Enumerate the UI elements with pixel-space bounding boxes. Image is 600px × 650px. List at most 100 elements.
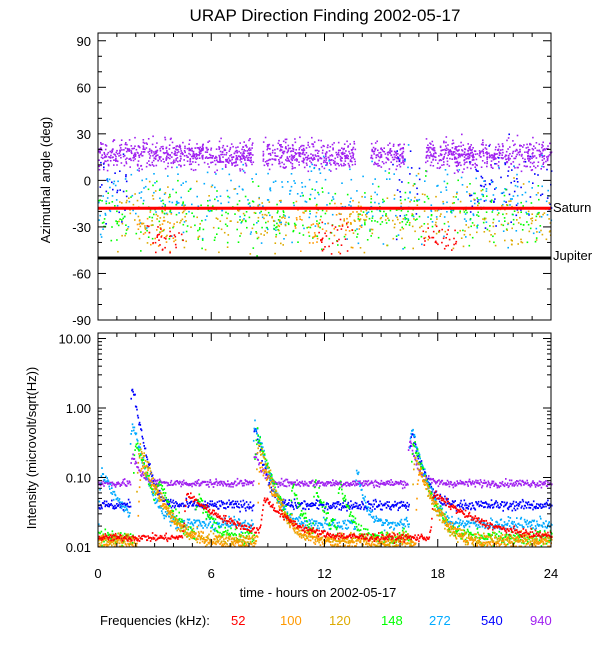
intensity-point	[381, 521, 384, 524]
azimuth-point	[276, 155, 279, 157]
intensity-point	[146, 456, 148, 458]
intensity-point	[210, 515, 213, 518]
intensity-point	[480, 481, 482, 483]
intensity-point	[407, 449, 410, 451]
intensity-point	[100, 506, 103, 508]
azimuth-point	[453, 153, 455, 156]
azimuth-point	[542, 163, 544, 165]
azimuth-point	[456, 146, 458, 148]
azimuth-point	[465, 158, 467, 160]
intensity-point	[357, 507, 360, 510]
azimuth-point	[132, 209, 134, 212]
intensity-point	[478, 505, 480, 508]
azimuth-point	[235, 157, 238, 159]
azimuth-point	[549, 230, 551, 232]
azimuth-point	[194, 224, 196, 227]
intensity-point	[441, 507, 444, 510]
azimuth-point	[542, 141, 544, 144]
azimuth-point	[498, 161, 500, 163]
intensity-point	[311, 504, 314, 507]
azimuth-point	[126, 143, 128, 146]
intensity-point	[264, 467, 267, 469]
azimuth-point	[118, 152, 121, 154]
azimuth-point	[430, 153, 432, 155]
azimuth-point	[336, 229, 339, 231]
intensity-point	[323, 484, 326, 487]
intensity-point	[243, 521, 246, 524]
azimuth-point	[500, 192, 503, 195]
intensity-point	[169, 498, 172, 501]
azimuth-point	[483, 200, 486, 202]
azimuth-point	[307, 231, 310, 234]
azimuth-point	[393, 194, 396, 196]
azimuth-point	[174, 243, 177, 246]
intensity-point	[297, 483, 299, 486]
azimuth-point	[345, 229, 347, 232]
azimuth-point	[276, 148, 279, 150]
intensity-point	[330, 484, 332, 487]
azimuth-point	[126, 148, 129, 151]
intensity-point	[388, 501, 390, 503]
azimuth-point	[306, 156, 309, 159]
azimuth-point	[423, 201, 426, 203]
azimuth-point	[247, 203, 250, 205]
azimuth-point	[110, 154, 112, 157]
intensity-point	[530, 482, 532, 485]
azimuth-point	[167, 165, 169, 168]
azimuth-point	[127, 226, 130, 228]
azimuth-point	[544, 149, 546, 151]
azimuth-point	[543, 148, 546, 150]
azimuth-point	[443, 235, 445, 238]
azimuth-point	[289, 150, 292, 153]
azimuth-point	[377, 162, 379, 165]
intensity-point	[546, 503, 549, 505]
azimuth-point	[486, 160, 488, 163]
azimuth-point	[439, 215, 441, 217]
intensity-point	[171, 521, 173, 524]
azimuth-point	[531, 187, 533, 189]
azimuth-point	[545, 200, 548, 203]
intensity-point	[342, 484, 344, 486]
intensity-point	[394, 500, 396, 503]
azimuth-point	[235, 158, 237, 161]
azimuth-point	[339, 218, 342, 221]
azimuth-point	[358, 219, 361, 221]
intensity-point	[295, 484, 298, 487]
intensity-point	[209, 500, 212, 503]
azimuth-point	[248, 216, 251, 219]
azimuth-point	[400, 202, 403, 205]
intensity-point	[388, 480, 390, 483]
intensity-point	[385, 502, 387, 505]
intensity-point	[338, 508, 340, 511]
intensity-point	[295, 505, 298, 508]
intensity-point	[143, 445, 145, 447]
azimuth-point	[201, 145, 204, 148]
azimuth-point	[384, 153, 387, 155]
azimuth-point	[280, 221, 282, 224]
azimuth-point	[356, 190, 358, 192]
intensity-point	[265, 472, 268, 475]
azimuth-point	[430, 204, 433, 206]
azimuth-point	[409, 222, 411, 224]
azimuth-point	[138, 237, 141, 240]
intensity-point	[380, 502, 383, 505]
azimuth-point	[338, 154, 340, 156]
azimuth-point	[528, 230, 531, 233]
azimuth-point	[163, 237, 166, 239]
azimuth-point	[416, 193, 419, 195]
azimuth-point	[192, 152, 195, 155]
azimuth-point	[442, 200, 444, 203]
azimuth-point	[338, 238, 340, 241]
azimuth-point	[249, 205, 251, 207]
azimuth-point	[184, 215, 186, 218]
intensity-point	[302, 507, 305, 510]
azimuth-point	[198, 148, 201, 151]
azimuth-point	[346, 140, 348, 143]
intensity-point	[99, 484, 102, 487]
intensity-point	[150, 471, 153, 474]
azimuth-point	[321, 187, 323, 189]
azimuth-point	[166, 155, 168, 158]
azimuth-point	[264, 161, 267, 163]
azimuth-point	[455, 240, 458, 243]
azimuth-point	[238, 155, 240, 158]
